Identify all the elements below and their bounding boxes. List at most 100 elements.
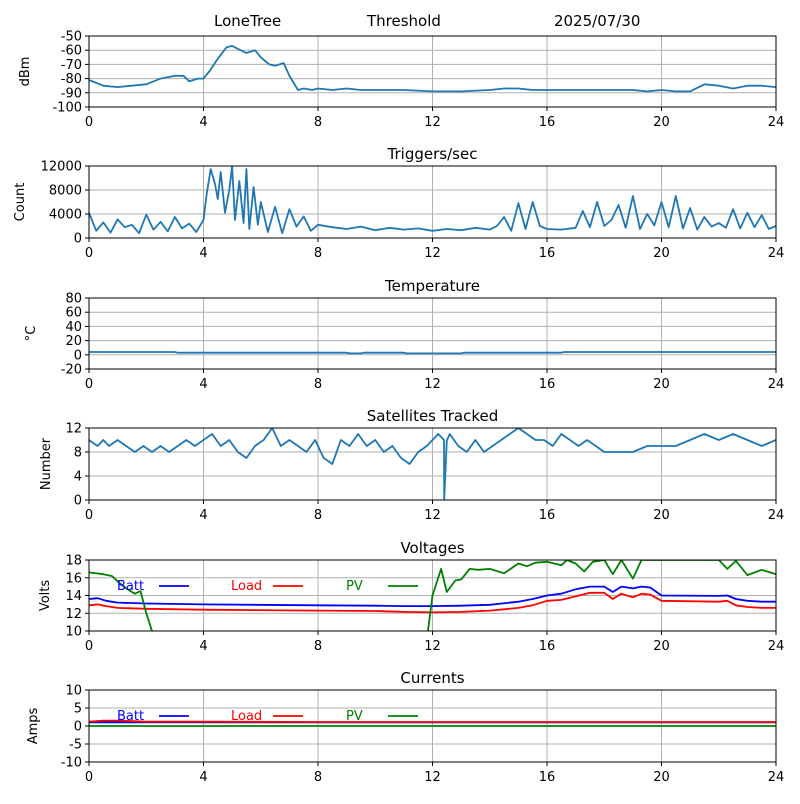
- y-tick-label: 0: [74, 720, 82, 735]
- report-date: 2025/07/30: [554, 12, 641, 30]
- plot-frame: [88, 559, 777, 632]
- x-tick-label: 16: [539, 246, 556, 261]
- plot-frame: [88, 165, 777, 239]
- x-tick-label: 4: [199, 639, 207, 654]
- station-name: LoneTree: [214, 12, 282, 30]
- x-tick-label: 16: [539, 115, 556, 130]
- x-tick-label: 24: [768, 246, 785, 261]
- y-tick-label: 12: [65, 422, 82, 437]
- y-tick-label: -10: [61, 756, 82, 771]
- x-tick-label: 12: [424, 639, 441, 654]
- series-line: [89, 351, 776, 355]
- y-tick-label: 12: [65, 607, 82, 622]
- y-axis-label: Number: [39, 437, 54, 490]
- y-tick-label: -5: [69, 738, 82, 753]
- x-tick-label: 0: [85, 115, 93, 130]
- y-axis-label: Amps: [26, 707, 41, 744]
- x-tick-label: 12: [424, 246, 441, 261]
- legend-label: Load: [231, 579, 262, 594]
- x-tick-label: 8: [314, 115, 322, 130]
- x-tick-label: 20: [653, 115, 670, 130]
- chart-title: Triggers/sec: [387, 145, 478, 163]
- y-tick-label: -70: [61, 58, 82, 73]
- chart-panel-1: 0 4 8 12 16 20 24 -100-90-80-70-60-50 dBm: [18, 30, 784, 131]
- y-tick-label: 0: [74, 232, 82, 247]
- x-tick-label: 4: [199, 246, 207, 261]
- y-tick-label: 40: [65, 320, 82, 335]
- series-line: [89, 428, 776, 500]
- x-tick-label: 8: [314, 770, 322, 785]
- legend-label: Load: [231, 709, 262, 724]
- x-tick-label: 16: [539, 377, 556, 392]
- x-tick-label: 0: [85, 770, 93, 785]
- y-tick-label: -90: [61, 86, 82, 101]
- chart-panel-2: 0 4 8 12 16 20 24 0 4000 8000 12000 Triggers/sec Cou…: [13, 145, 784, 261]
- y-tick-label: 8: [74, 446, 82, 461]
- x-tick-label: 24: [768, 639, 785, 654]
- y-axis-label: °C: [24, 326, 39, 342]
- y-tick-label: 10: [65, 684, 82, 699]
- y-tick-label: 80: [65, 292, 82, 307]
- y-tick-label: -60: [61, 44, 82, 59]
- x-tick-label: 16: [539, 639, 556, 654]
- x-tick-label: 24: [768, 115, 785, 130]
- x-tick-label: 0: [85, 377, 93, 392]
- x-tick-label: 12: [424, 770, 441, 785]
- x-tick-label: 24: [768, 508, 785, 523]
- x-tick-label: 8: [314, 377, 322, 392]
- plot-frame: [88, 689, 777, 763]
- x-tick-label: 20: [653, 246, 670, 261]
- x-tick-label: 12: [424, 508, 441, 523]
- x-tick-label: 4: [199, 508, 207, 523]
- x-tick-label: 24: [768, 377, 785, 392]
- y-tick-label: 0: [74, 494, 82, 509]
- chart-panel-5: 0 4 8 12 16 20 24 10 12 14 16 18 Voltages Volts Batt Lo…: [38, 539, 784, 654]
- x-tick-label: 0: [85, 508, 93, 523]
- chart-title: Satellites Tracked: [367, 407, 498, 425]
- y-tick-label: 5: [74, 702, 82, 717]
- chart-title: Currents: [400, 669, 464, 687]
- x-tick-label: 4: [199, 770, 207, 785]
- y-tick-label: 8000: [49, 184, 82, 199]
- y-tick-label: 16: [65, 571, 82, 586]
- x-tick-label: 4: [199, 115, 207, 130]
- y-tick-label: -50: [61, 30, 82, 45]
- x-tick-label: 0: [85, 246, 93, 261]
- plot-frame: [88, 427, 777, 501]
- y-axis-label: Count: [13, 183, 28, 222]
- plot-frame: [88, 35, 777, 108]
- chart-title: Voltages: [400, 539, 464, 557]
- y-tick-label: -20: [61, 363, 82, 378]
- x-tick-label: 20: [653, 770, 670, 785]
- chart-title: Temperature: [384, 277, 480, 295]
- x-tick-label: 8: [314, 246, 322, 261]
- x-tick-label: 16: [539, 770, 556, 785]
- x-tick-label: 20: [653, 377, 670, 392]
- y-tick-label: 12000: [41, 160, 82, 175]
- chart-panel-4: 0 4 8 12 16 20 24 0 4 8 12 Satellites Tracked Number: [39, 407, 784, 523]
- chart-panel-6: 0 4 8 12 16 20 24 -10 -5 0 5 10 Currents Amps Batt Load…: [26, 669, 784, 785]
- series-line-load: [89, 719, 776, 723]
- series-line: [89, 166, 776, 235]
- y-axis-label: Volts: [38, 580, 53, 612]
- y-tick-label: 18: [65, 554, 82, 569]
- x-tick-label: 8: [314, 508, 322, 523]
- x-tick-label: 8: [314, 639, 322, 654]
- series-line: [89, 45, 776, 93]
- legend-label: PV: [346, 579, 363, 594]
- y-tick-label: -80: [61, 72, 82, 87]
- y-axis-label: dBm: [18, 57, 33, 87]
- legend-label: PV: [346, 709, 363, 724]
- plot-frame: [88, 297, 777, 370]
- y-tick-label: 20: [65, 334, 82, 349]
- y-tick-label: -100: [52, 101, 82, 116]
- x-tick-label: 4: [199, 377, 207, 392]
- y-tick-label: 4: [74, 470, 82, 485]
- x-tick-label: 0: [85, 639, 93, 654]
- x-tick-label: 20: [653, 508, 670, 523]
- y-tick-label: 14: [65, 589, 82, 604]
- series-line-batt: [89, 585, 776, 607]
